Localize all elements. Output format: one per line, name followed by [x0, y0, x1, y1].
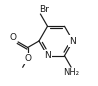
- Text: O: O: [10, 33, 17, 42]
- Text: Br: Br: [39, 5, 49, 14]
- Text: NH₂: NH₂: [63, 68, 79, 77]
- Text: N: N: [70, 36, 76, 45]
- Text: N: N: [44, 51, 51, 60]
- Text: O: O: [24, 54, 31, 63]
